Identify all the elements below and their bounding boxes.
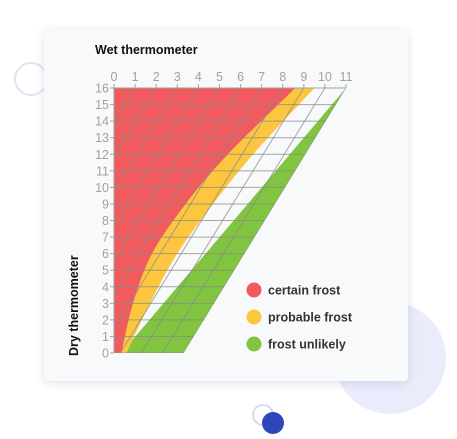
y-tick-label: 16	[95, 82, 109, 96]
grid-line-diagonal	[162, 88, 326, 353]
grid-line-diagonal	[114, 88, 263, 353]
x-tick-labels: 0 1 2 3 4 5 6 7 8 9 10 11	[111, 70, 353, 88]
x-tick-label: 10	[318, 70, 332, 84]
x-tick-label: 7	[258, 70, 265, 84]
y-axis-label: Dry thermometer	[67, 255, 81, 356]
y-tick-label: 15	[95, 98, 109, 112]
x-tick-label: 2	[153, 70, 160, 84]
grid-line-diagonal	[114, 88, 157, 353]
x-tick-label: 3	[174, 70, 181, 84]
chart-legend: certain frost probable frost frost unlikel…	[246, 282, 353, 352]
grid-line-diagonal	[140, 88, 305, 353]
y-tick-label: 6	[102, 247, 109, 261]
grid-line-diagonal	[114, 88, 178, 353]
y-tick-label: 9	[102, 197, 109, 211]
y-tick-label: 0	[102, 347, 109, 361]
y-tick-label: 11	[96, 164, 109, 178]
x-tick-label: 6	[237, 70, 244, 84]
y-tick-label: 14	[95, 115, 109, 129]
grid-line-diagonal	[114, 88, 241, 353]
x-axis-label: Wet thermometer	[95, 43, 198, 57]
y-tick-label: 8	[102, 214, 109, 228]
y-tick-label: 3	[102, 297, 109, 311]
legend-swatch	[246, 336, 262, 352]
x-tick-label: 5	[216, 70, 223, 84]
legend-label: probable frost	[268, 311, 353, 325]
y-tick-label: 13	[95, 131, 109, 145]
legend-label: frost unlikely	[268, 338, 346, 352]
x-tick-label: 4	[195, 70, 202, 84]
grid-line-diagonal	[114, 88, 199, 353]
y-tick-label: 12	[95, 148, 109, 162]
legend-swatch	[246, 309, 262, 325]
y-tick-label: 4	[102, 280, 109, 294]
grid-line-diagonal	[119, 88, 284, 353]
grid-line-diagonal	[114, 88, 220, 353]
legend-label: certain frost	[268, 284, 341, 298]
y-tick-label: 10	[95, 181, 109, 195]
x-tick-label: 1	[132, 70, 139, 84]
x-tick-label: 0	[111, 70, 118, 84]
x-tick-label: 11	[340, 70, 353, 84]
decorative-dot-bottom	[262, 412, 284, 434]
x-tick-label: 9	[300, 70, 307, 84]
y-tick-label: 1	[102, 330, 109, 344]
x-tick-label: 8	[279, 70, 286, 84]
y-tick-label: 2	[102, 313, 109, 327]
y-tick-label: 7	[102, 231, 109, 245]
legend-swatch	[246, 282, 262, 298]
y-tick-label: 5	[102, 264, 109, 278]
